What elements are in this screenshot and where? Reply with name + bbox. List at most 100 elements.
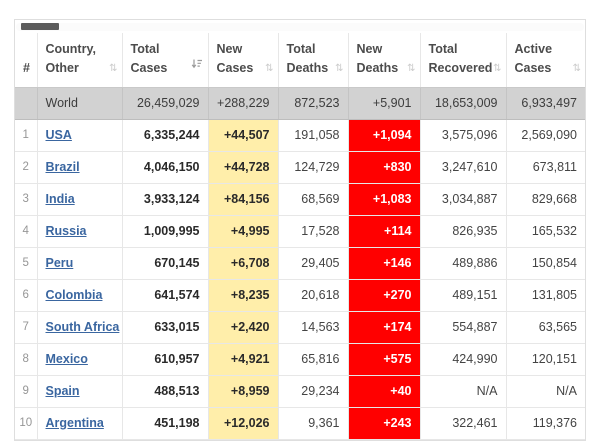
- horizontal-scrollbar[interactable]: [16, 23, 584, 31]
- country-link[interactable]: India: [45, 191, 75, 206]
- country-link[interactable]: Russia: [45, 223, 87, 238]
- active-cases-cell: 150,854: [505, 247, 585, 280]
- country-link[interactable]: South Africa: [45, 319, 120, 334]
- total-deaths-cell: 9,361: [277, 407, 348, 440]
- table-row: 1 USA 6,335,244 +44,507 191,058 +1,094 3…: [15, 119, 585, 152]
- rank-cell: 8: [15, 343, 37, 376]
- covid-stats-table-container: # Country, Other ⇅ Total Cases: [14, 19, 586, 441]
- total-cases-header-label: Total Cases: [130, 42, 168, 75]
- total-recovered-header-label: Total Recovered: [428, 42, 493, 75]
- rank-cell: 3: [15, 183, 37, 216]
- total-deaths-cell: 20,618: [277, 279, 348, 312]
- total-recovered-cell: 489,151: [419, 279, 506, 312]
- total-deaths-cell: 29,405: [277, 247, 348, 280]
- country-link[interactable]: USA: [45, 127, 72, 142]
- active-cases-cell: 63,565: [505, 311, 585, 344]
- new-deaths-cell: +1,094: [347, 119, 420, 152]
- country-link[interactable]: Mexico: [45, 351, 88, 366]
- country-link[interactable]: Brazil: [45, 159, 80, 174]
- total-deaths-cell: 14,563: [277, 311, 348, 344]
- new-deaths-cell: +575: [347, 343, 420, 376]
- sort-icon[interactable]: ⇅: [109, 62, 117, 74]
- country-link[interactable]: Colombia: [45, 287, 103, 302]
- header-row: # Country, Other ⇅ Total Cases: [15, 33, 585, 88]
- new-cases-cell: +2,420: [207, 311, 278, 344]
- col-header-total-cases[interactable]: Total Cases: [121, 33, 208, 88]
- table-row: 3 India 3,933,124 +84,156 68,569 +1,083 …: [15, 183, 585, 216]
- active-cases-cell: 829,668: [505, 183, 585, 216]
- col-header-active-cases[interactable]: Active Cases ⇅: [505, 33, 585, 88]
- country-cell: India: [36, 183, 122, 216]
- total-cases-cell: 26,459,029: [121, 87, 208, 120]
- new-cases-cell: +4,921: [207, 343, 278, 376]
- total-deaths-cell: 29,234: [277, 375, 348, 408]
- rank-header-label: #: [23, 60, 30, 75]
- table-row: 8 Mexico 610,957 +4,921 65,816 +575 424,…: [15, 343, 585, 376]
- new-deaths-cell: +174: [347, 311, 420, 344]
- table-row: 9 Spain 488,513 +8,959 29,234 +40 N/A N/…: [15, 375, 585, 408]
- active-cases-cell: 165,532: [505, 215, 585, 248]
- active-cases-cell: 120,151: [505, 343, 585, 376]
- active-cases-cell: 2,569,090: [505, 119, 585, 152]
- rank-cell: [15, 87, 37, 120]
- table-row: 10 Argentina 451,198 +12,026 9,361 +243 …: [15, 407, 585, 440]
- country-link[interactable]: Argentina: [45, 415, 104, 430]
- sort-icon[interactable]: ⇅: [572, 62, 581, 74]
- rank-cell: 5: [15, 247, 37, 280]
- country-cell: USA: [36, 119, 122, 152]
- new-deaths-cell: +5,901: [347, 87, 420, 120]
- world-label: World: [36, 87, 122, 120]
- total-cases-cell: 451,198: [121, 407, 208, 440]
- new-deaths-cell: +1,083: [347, 183, 420, 216]
- new-deaths-cell: +146: [347, 247, 420, 280]
- active-cases-cell: 673,811: [505, 151, 585, 184]
- table-row: 6 Colombia 641,574 +8,235 20,618 +270 48…: [15, 279, 585, 312]
- table-row: 5 Peru 670,145 +6,708 29,405 +146 489,88…: [15, 247, 585, 280]
- total-deaths-header-label: Total Deaths: [286, 42, 329, 75]
- total-deaths-cell: 872,523: [277, 87, 348, 120]
- col-header-total-recovered[interactable]: Total Recovered ⇅: [419, 33, 506, 88]
- total-cases-cell: 610,957: [121, 343, 208, 376]
- country-cell: Russia: [36, 215, 122, 248]
- total-cases-cell: 4,046,150: [121, 151, 208, 184]
- table-row: 7 South Africa 633,015 +2,420 14,563 +17…: [15, 311, 585, 344]
- total-deaths-cell: 65,816: [277, 343, 348, 376]
- new-cases-cell: +4,995: [207, 215, 278, 248]
- total-cases-cell: 633,015: [121, 311, 208, 344]
- new-cases-cell: +12,026: [207, 407, 278, 440]
- sort-icon[interactable]: ⇅: [407, 62, 415, 74]
- col-header-rank: #: [15, 33, 37, 88]
- total-recovered-cell: 826,935: [419, 215, 506, 248]
- new-cases-cell: +288,229: [207, 87, 278, 120]
- sort-icon[interactable]: ⇅: [265, 62, 273, 74]
- country-cell: Argentina: [36, 407, 122, 440]
- new-deaths-cell: +243: [347, 407, 420, 440]
- rank-cell: 1: [15, 119, 37, 152]
- scrollbar-thumb[interactable]: [21, 23, 59, 30]
- col-header-new-cases[interactable]: New Cases ⇅: [207, 33, 278, 88]
- table-row: 2 Brazil 4,046,150 +44,728 124,729 +830 …: [15, 151, 585, 184]
- total-recovered-cell: 322,461: [419, 407, 506, 440]
- new-deaths-cell: +830: [347, 151, 420, 184]
- country-link[interactable]: Peru: [45, 255, 74, 270]
- total-deaths-cell: 68,569: [277, 183, 348, 216]
- country-cell: Peru: [36, 247, 122, 280]
- col-header-new-deaths[interactable]: New Deaths ⇅: [347, 33, 420, 88]
- rank-cell: 6: [15, 279, 37, 312]
- total-cases-cell: 1,009,995: [121, 215, 208, 248]
- sort-icon[interactable]: ⇅: [493, 62, 501, 74]
- active-cases-header-label: Active Cases: [514, 42, 553, 75]
- country-cell: Mexico: [36, 343, 122, 376]
- new-deaths-cell: +270: [347, 279, 420, 312]
- col-header-total-deaths[interactable]: Total Deaths ⇅: [277, 33, 348, 88]
- col-header-country[interactable]: Country, Other ⇅: [36, 33, 122, 88]
- world-row: World 26,459,029 +288,229 872,523 +5,901…: [15, 87, 585, 120]
- country-cell: Brazil: [36, 151, 122, 184]
- total-cases-cell: 641,574: [121, 279, 208, 312]
- sort-amount-desc-icon[interactable]: [191, 57, 203, 76]
- country-cell: Spain: [36, 375, 122, 408]
- sort-icon[interactable]: ⇅: [335, 62, 343, 74]
- rank-cell: 2: [15, 151, 37, 184]
- rank-cell: 7: [15, 311, 37, 344]
- country-link[interactable]: Spain: [45, 383, 80, 398]
